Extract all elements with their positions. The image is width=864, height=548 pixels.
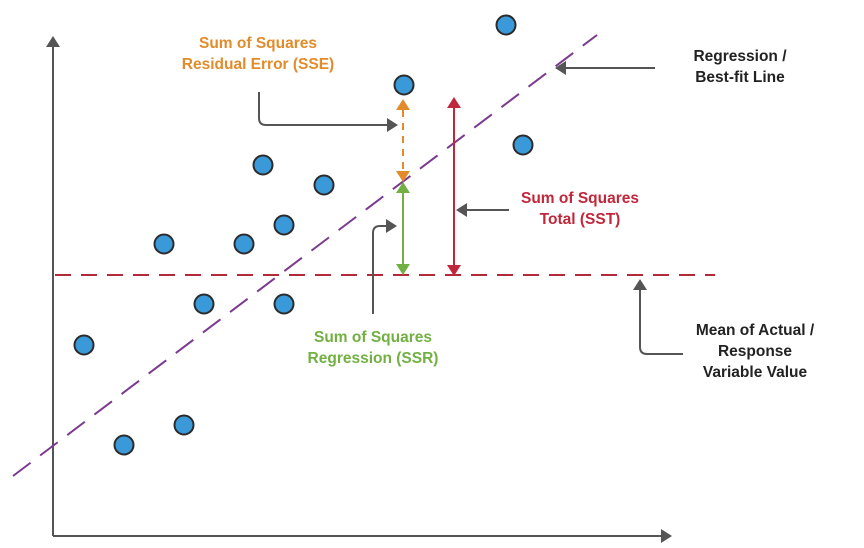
axes	[46, 36, 672, 543]
sst-callout-arrowhead	[456, 203, 467, 217]
regression-label-line2: Best-fit Line	[695, 69, 785, 86]
x-axis-arrowhead	[661, 529, 672, 543]
ssr-label-line1: Sum of Squares	[314, 329, 432, 346]
sum-of-squares-arrows	[396, 97, 461, 276]
data-point	[153, 233, 175, 255]
data-point	[393, 74, 415, 96]
ssr-label: Sum of Squares Regression (SSR)	[283, 327, 463, 369]
sse-label: Sum of Squares Residual Error (SSE)	[148, 33, 368, 75]
ssr-arrowhead-top	[396, 182, 410, 193]
ssr-callout-line	[372, 225, 386, 314]
sse-arrowhead-top	[396, 99, 410, 110]
data-point	[233, 233, 255, 255]
data-point	[512, 134, 534, 156]
mean-label-line1: Mean of Actual /	[695, 322, 815, 339]
mean-callout-line	[639, 290, 683, 355]
data-point	[193, 293, 215, 315]
sst-label: Sum of Squares Total (SST)	[505, 188, 655, 230]
mean-label-line3: Variable Value	[702, 364, 808, 381]
sse-label-line2: Residual Error (SSE)	[181, 56, 335, 73]
data-point	[173, 414, 195, 436]
sse-label-line1: Sum of Squares	[199, 35, 317, 52]
sst-arrowhead-bottom	[447, 265, 461, 276]
mean-label-line2: Response	[717, 343, 793, 360]
data-point	[273, 214, 295, 236]
data-point	[252, 154, 274, 176]
sse-callout-line	[258, 92, 387, 126]
regression-callout-arrowhead	[555, 61, 566, 75]
data-point	[313, 174, 335, 196]
regression-line	[12, 34, 598, 477]
data-point	[113, 434, 135, 456]
data-point	[73, 334, 95, 356]
data-points	[73, 14, 534, 456]
data-point	[495, 14, 517, 36]
mean-callout-arrowhead	[633, 279, 647, 290]
sst-label-line2: Total (SST)	[539, 211, 621, 228]
callout-arrows	[258, 61, 683, 355]
ssr-arrowhead-bottom	[396, 264, 410, 275]
reference-lines	[12, 34, 715, 477]
sst-label-line1: Sum of Squares	[521, 190, 639, 207]
sse-callout-arrowhead	[387, 118, 398, 132]
ssr-callout-arrowhead	[386, 219, 397, 233]
regression-line-label: Regression / Best-fit Line	[665, 46, 815, 88]
mean-line-label: Mean of Actual / Response Variable Value	[670, 320, 840, 383]
regression-label-line1: Regression /	[693, 48, 787, 65]
sst-arrowhead-top	[447, 97, 461, 108]
y-axis-arrowhead	[46, 36, 60, 47]
ssr-label-line2: Regression (SSR)	[307, 350, 439, 367]
sse-arrowhead-bottom	[396, 171, 410, 182]
data-point	[273, 293, 295, 315]
